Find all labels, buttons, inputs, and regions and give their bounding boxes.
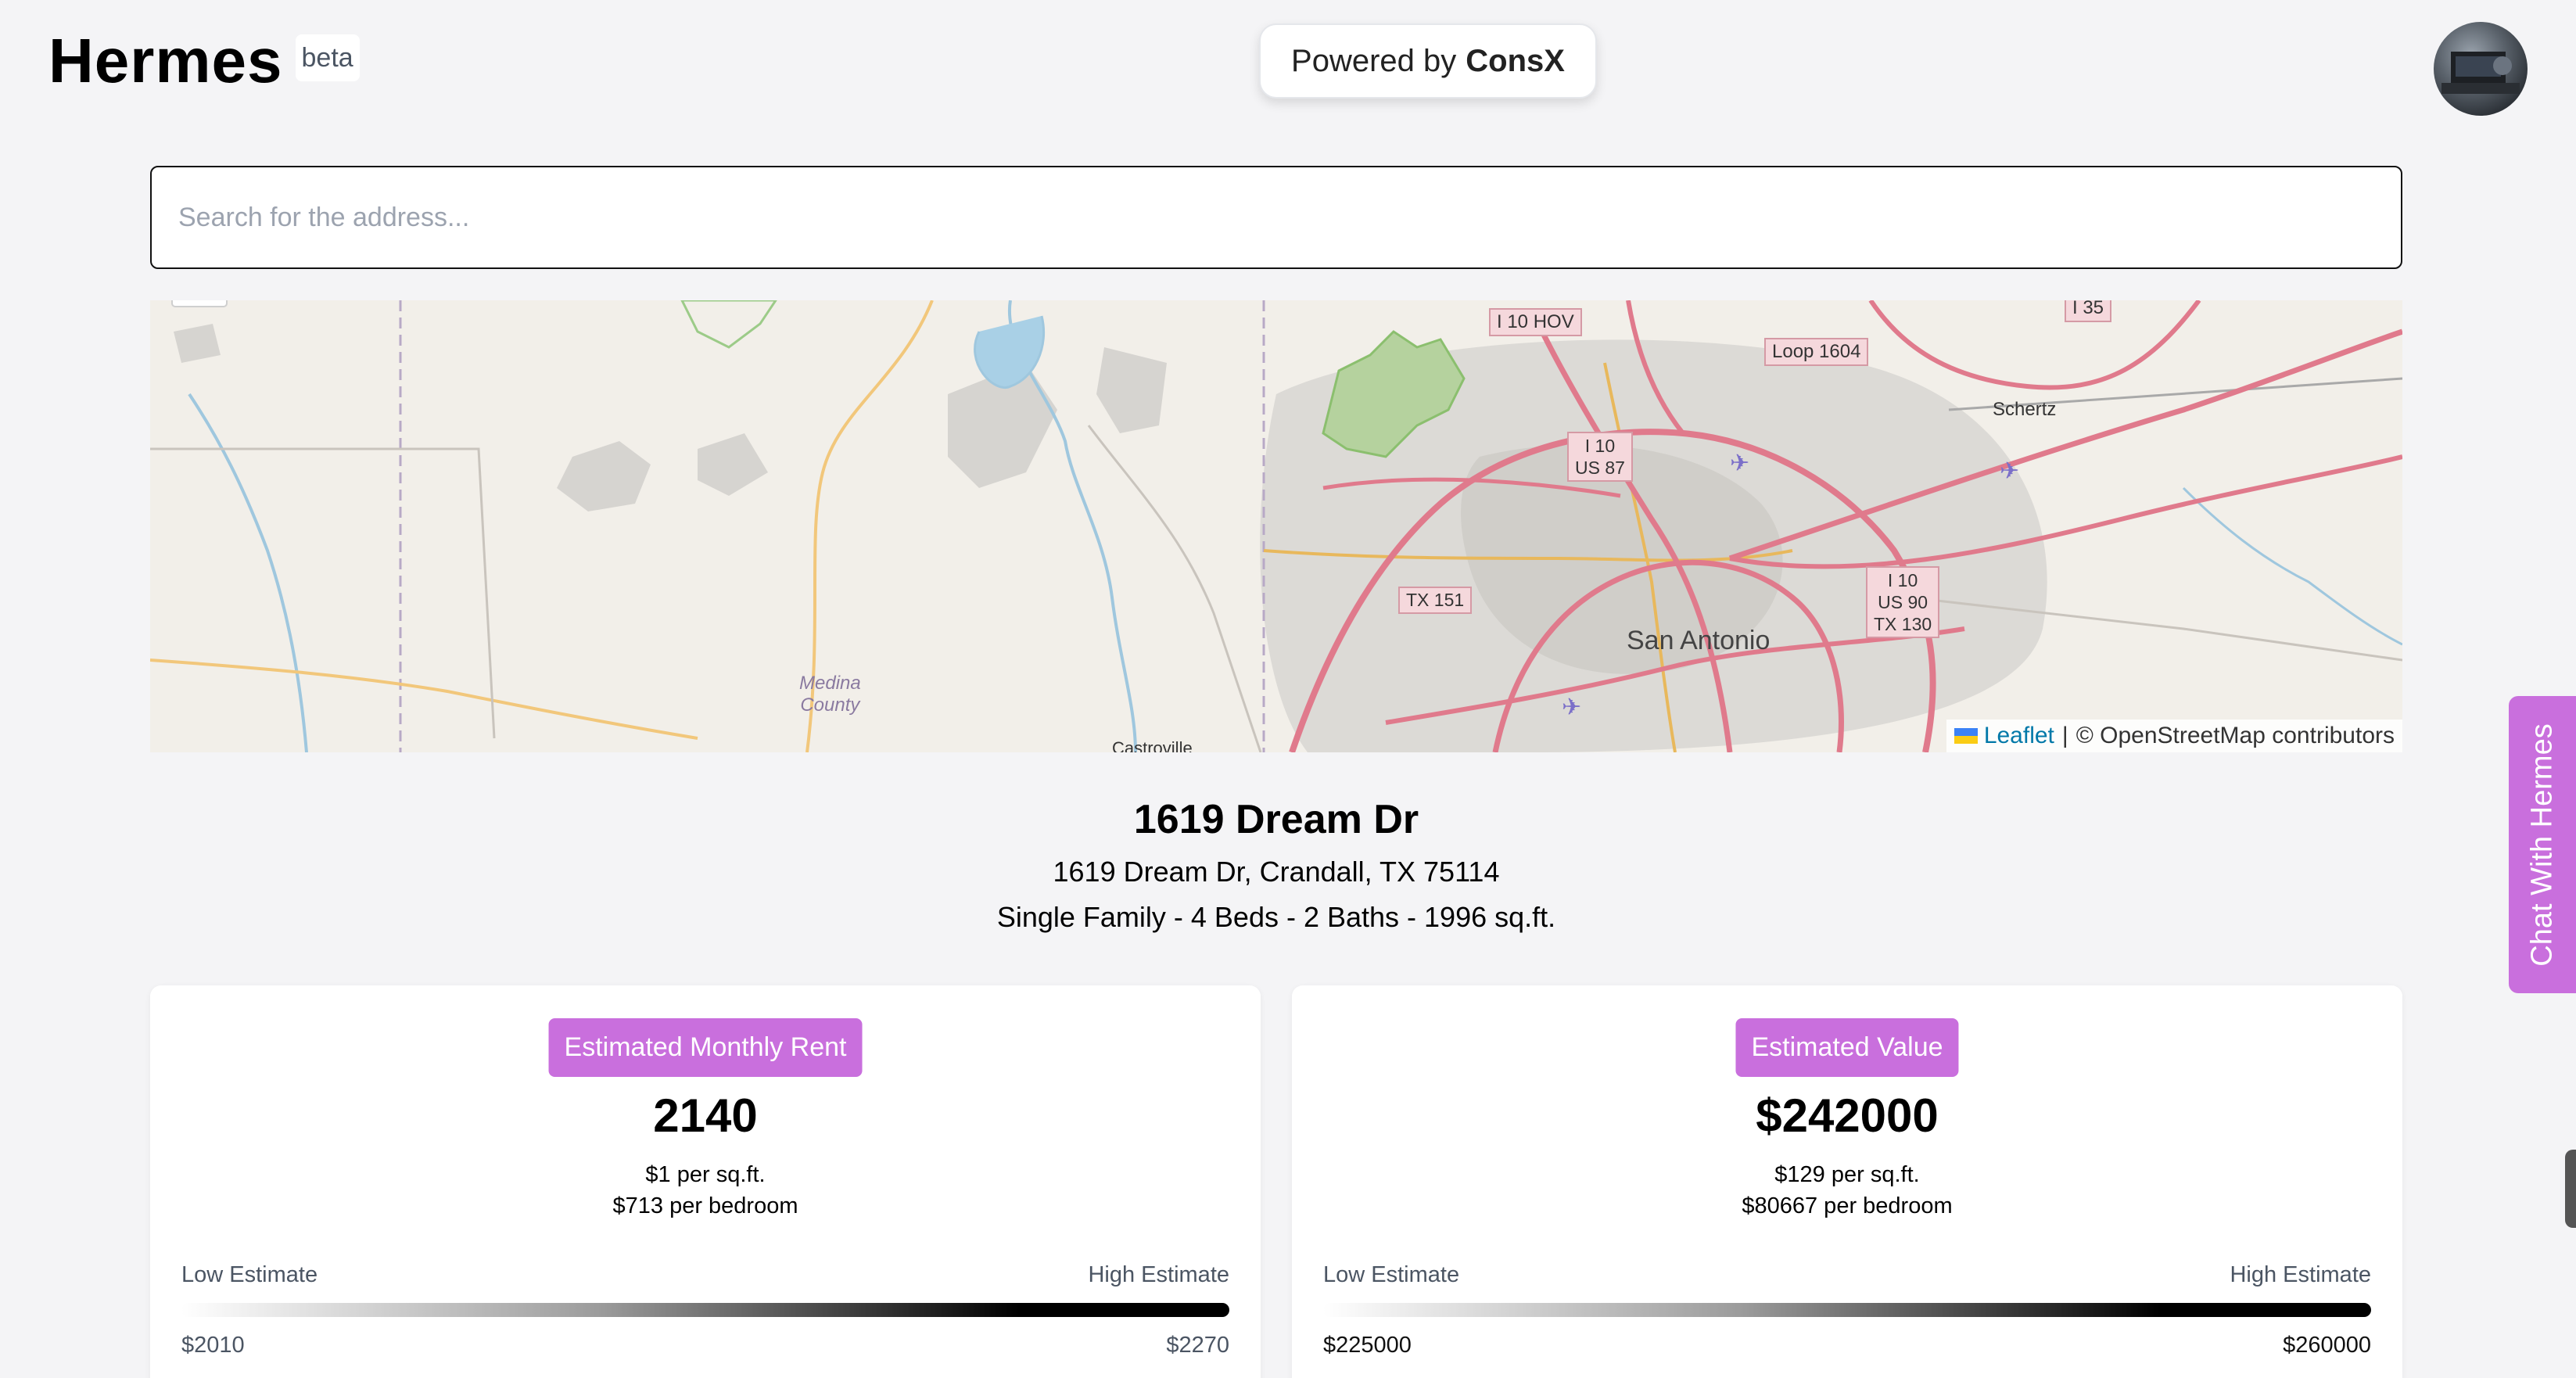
attribution-separator: |	[2061, 723, 2068, 748]
rent-low-label: Low Estimate	[181, 1262, 318, 1287]
map-tiles: ✈ ✈ ✈	[150, 300, 2402, 752]
map-label-i10hov: I 10 HOV	[1489, 308, 1582, 336]
brand: Hermes beta	[48, 23, 360, 99]
map-label-i10-us90-line1: I 10	[1887, 570, 1918, 590]
map-label-i10-us90-line3: TX 130	[1874, 614, 1932, 634]
powered-by-prefix: Powered by	[1291, 43, 1457, 78]
map-attribution: Leaflet | © OpenStreetMap contributors	[1946, 720, 2402, 752]
value-per-bedroom: $80667 per bedroom	[1742, 1193, 1953, 1218]
rent-high-label: High Estimate	[1088, 1262, 1229, 1287]
rent-range-bar	[181, 1303, 1229, 1317]
powered-by-badge[interactable]: Powered by ConsX	[1259, 23, 1597, 99]
chat-tab-label: Chat With Hermes	[2525, 723, 2559, 967]
rent-low-value: $2010	[181, 1333, 245, 1358]
map-label-i10-us87-line2: US 87	[1575, 458, 1625, 478]
map[interactable]: ✈ ✈ ✈ I 10 HOV Loop 1604 I 35 Schertz I …	[150, 300, 2402, 752]
value-high-label: High Estimate	[2230, 1262, 2371, 1287]
value-low-value: $225000	[1323, 1333, 1412, 1358]
property-details: Single Family - 4 Beds - 2 Baths - 1996 …	[996, 901, 1556, 933]
map-label-i10-us87: I 10 US 87	[1567, 432, 1633, 482]
value-amount: $242000	[1756, 1089, 1939, 1142]
map-label-castroville: Castroville	[1112, 738, 1193, 752]
value-estimate-card: Estimated Value $242000 $129 per sq.ft. …	[1292, 985, 2402, 1378]
value-pill: Estimated Value	[1735, 1018, 1959, 1077]
property-address: 1619 Dream Dr, Crandall, TX 75114	[1053, 856, 1500, 888]
value-per-sqft: $129 per sq.ft.	[1774, 1162, 1920, 1187]
value-range-bar	[1323, 1303, 2371, 1317]
map-label-i10-us90-line2: US 90	[1878, 592, 1928, 612]
scroll-handle[interactable]	[2565, 1150, 2576, 1228]
map-label-i35: I 35	[2065, 300, 2112, 322]
map-label-i10-us87-line1: I 10	[1584, 436, 1616, 456]
osm-attribution[interactable]: © OpenStreetMap contributors	[2076, 723, 2395, 748]
map-label-i10-us90-tx130: I 10 US 90 TX 130	[1866, 566, 1940, 638]
chat-with-hermes-tab[interactable]: Chat With Hermes	[2509, 696, 2576, 993]
property-title: 1619 Dream Dr	[1133, 797, 1419, 842]
svg-text:✈: ✈	[1562, 694, 1581, 721]
rent-pill: Estimated Monthly Rent	[548, 1018, 863, 1077]
map-label-loop1604: Loop 1604	[1764, 338, 1869, 366]
avatar-photo-icon	[2441, 52, 2520, 94]
value-low-label: Low Estimate	[1323, 1262, 1460, 1287]
rent-estimate-card: Estimated Monthly Rent 2140 $1 per sq.ft…	[150, 985, 1261, 1378]
map-label-tx151: TX 151	[1398, 587, 1473, 614]
leaflet-link[interactable]: Leaflet	[1983, 723, 2054, 748]
map-label-medina-county: Medina County	[799, 673, 861, 716]
map-label-san-antonio: San Antonio	[1627, 626, 1771, 655]
svg-text:✈: ✈	[1730, 450, 1749, 477]
value-high-value: $260000	[2283, 1333, 2371, 1358]
rent-high-value: $2270	[1166, 1333, 1229, 1358]
avatar[interactable]	[2434, 22, 2528, 116]
map-label-schertz: Schertz	[1993, 399, 2057, 420]
rent-per-bedroom: $713 per bedroom	[612, 1193, 798, 1218]
map-label-medina-line1: Medina	[799, 673, 861, 694]
address-search-input[interactable]	[150, 166, 2402, 269]
ukraine-flag-icon	[1954, 728, 1978, 744]
powered-by-brand: ConsX	[1466, 43, 1565, 78]
map-label-medina-line2: County	[800, 694, 860, 716]
beta-badge: beta	[295, 34, 360, 81]
app-title: Hermes	[48, 26, 283, 95]
rent-value: 2140	[653, 1089, 758, 1142]
rent-per-sqft: $1 per sq.ft.	[645, 1162, 766, 1187]
svg-text:✈: ✈	[2000, 458, 2019, 485]
